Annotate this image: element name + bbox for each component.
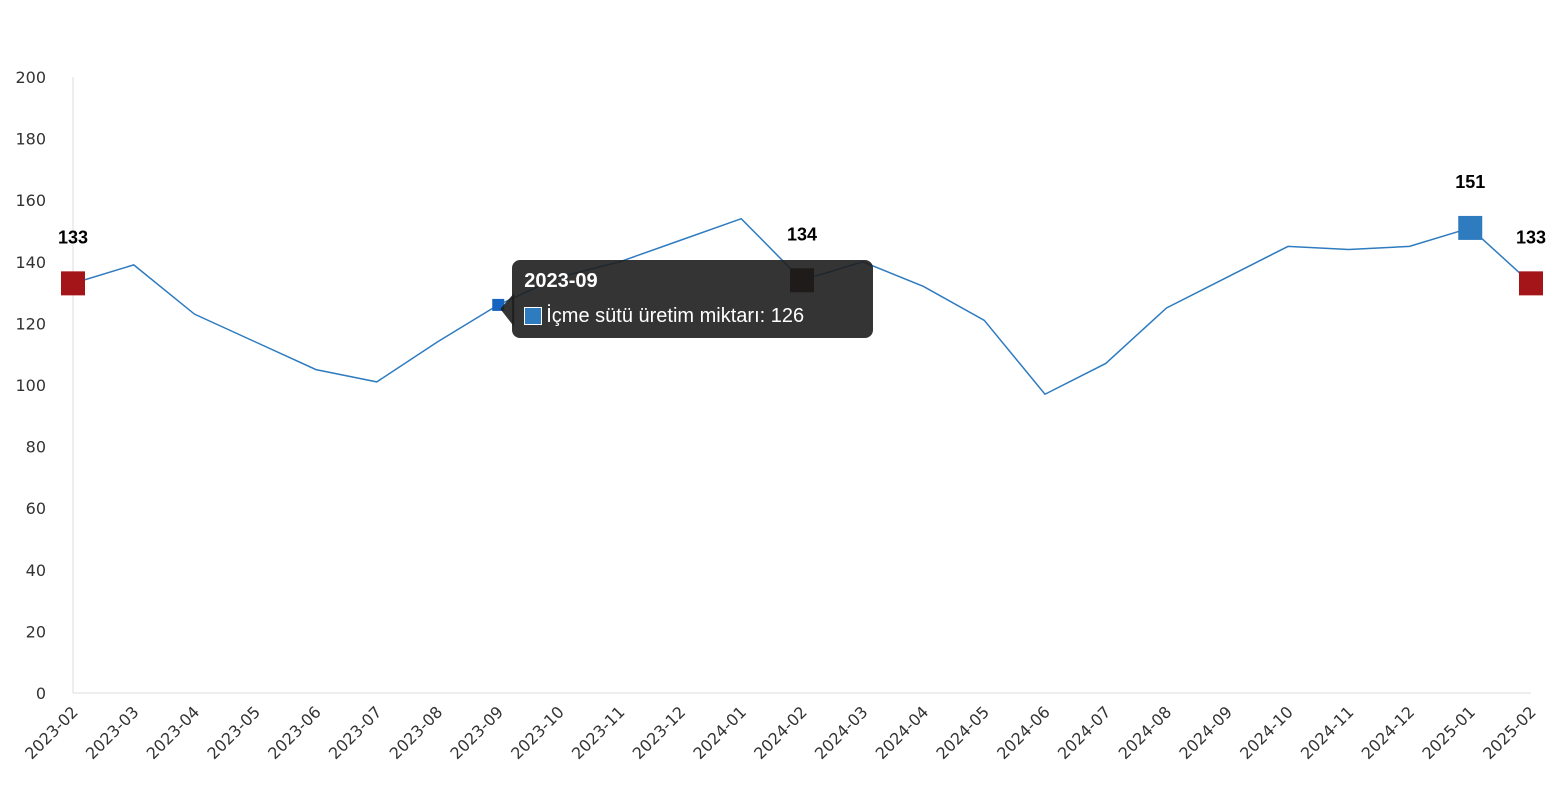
x-tick-label: 2025-02: [1479, 702, 1540, 763]
x-tick-label: 2024-04: [872, 702, 933, 763]
x-tick-label: 2023-05: [203, 702, 264, 763]
x-tick-label: 2024-05: [932, 702, 993, 763]
x-tick-label: 2024-12: [1358, 702, 1419, 763]
tooltip-text: İçme sütü üretim miktarı: 126: [546, 304, 805, 327]
x-tick-label: 2024-09: [1175, 702, 1236, 763]
x-tick-label: 2023-10: [507, 702, 568, 763]
x-tick-label: 2024-08: [1115, 702, 1176, 763]
x-tick-label: 2025-01: [1418, 702, 1479, 763]
y-tick-label: 140: [15, 253, 46, 272]
x-tick-label: 2024-07: [1054, 702, 1115, 763]
y-tick-label: 200: [15, 68, 46, 87]
x-tick-label: 2023-07: [325, 702, 386, 763]
x-tick-label: 2023-09: [446, 702, 507, 763]
data-label: 133: [1516, 227, 1546, 247]
y-tick-label: 80: [26, 438, 46, 457]
y-tick-label: 0: [36, 684, 46, 703]
x-tick-label: 2023-03: [82, 702, 143, 763]
data-label: 133: [58, 227, 88, 247]
y-tick-label: 20: [26, 622, 46, 641]
x-tick-label: 2023-08: [386, 702, 447, 763]
y-tick-label: 40: [26, 561, 46, 580]
tooltip-row: İçme sütü üretim miktarı: 126: [524, 305, 861, 328]
tooltip-pointer: [500, 292, 515, 327]
y-tick-label: 100: [15, 376, 46, 395]
point-marker: [1458, 215, 1483, 240]
data-label: 134: [787, 224, 817, 244]
y-tick-label: 60: [26, 499, 46, 518]
x-tick-label: 2023-11: [568, 702, 629, 763]
point-marker: [61, 271, 85, 296]
x-tick-label: 2023-12: [629, 702, 690, 763]
x-tick-label: 2024-02: [750, 702, 811, 763]
tooltip: 2023-09 İçme sütü üretim miktarı: 126: [512, 259, 874, 338]
data-label: 151: [1455, 172, 1485, 192]
x-tick-label: 2024-11: [1297, 702, 1358, 763]
y-tick-label: 180: [15, 130, 46, 149]
tooltip-swatch: [524, 307, 543, 326]
x-tick-label: 2024-01: [689, 702, 750, 763]
x-tick-label: 2024-03: [811, 702, 872, 763]
x-tick-label: 2023-04: [143, 702, 204, 763]
x-tick-label: 2024-06: [993, 702, 1054, 763]
x-tick-label: 2023-06: [264, 702, 325, 763]
point-marker: [1519, 271, 1543, 296]
x-tick-label: 2024-10: [1236, 702, 1297, 763]
y-tick-label: 120: [15, 314, 46, 333]
y-tick-label: 160: [15, 191, 46, 210]
tooltip-title: 2023-09: [524, 269, 598, 292]
x-tick-label: 2023-02: [21, 702, 82, 763]
